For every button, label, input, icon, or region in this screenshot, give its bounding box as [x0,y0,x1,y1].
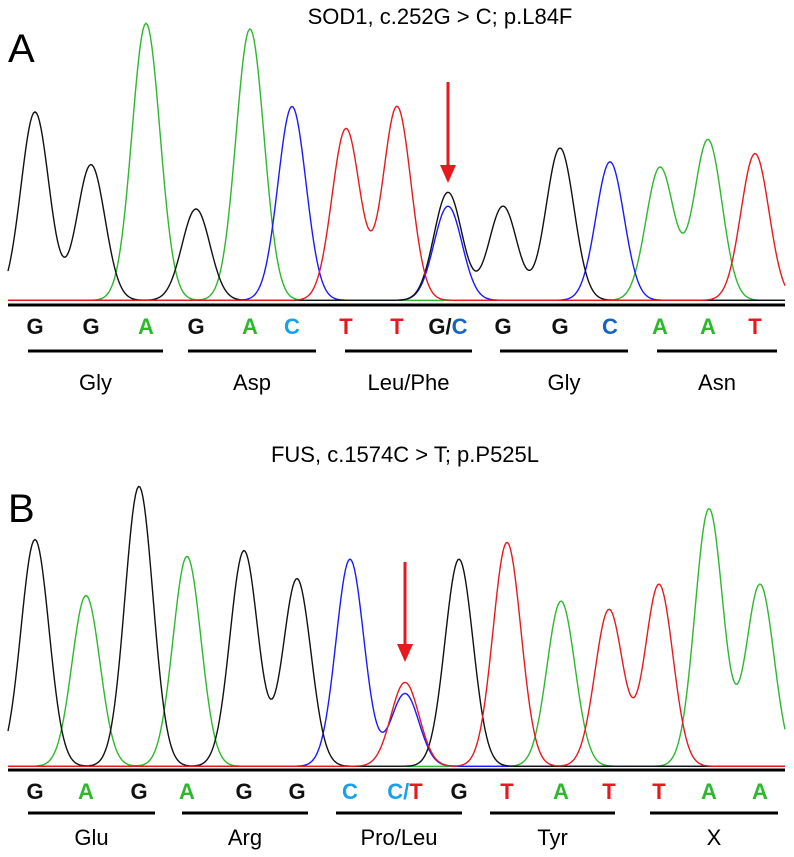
panel-title: SOD1, c.252G > C; p.L84F [308,4,573,29]
codon-label: Gly [79,370,112,395]
base-call-part: G [428,314,445,339]
codon-annotations: Glu Arg Pro/Leu Tyr X [28,811,778,850]
mutation-arrow [440,82,456,183]
base-call: A [700,314,716,339]
panel-a: A SOD1, c.252G > C; p.L84F G G A G A C T T G/C G G… [7,4,786,395]
base-call: A [242,314,258,339]
base-call: T [500,779,514,804]
codon-annotations: Gly Asp Leu/Phe Gly Asn [28,349,777,395]
base-call: T [748,314,762,339]
panel-letter: A [8,27,35,71]
panel-title: FUS, c.1574C > T; p.P525L [271,442,539,467]
base-call: G/C [428,314,467,339]
base-call: T [652,779,666,804]
base-call: G [187,314,204,339]
base-call: G [26,779,43,804]
base-call: G [551,314,568,339]
arrow-head [440,165,456,183]
base-call: G [450,779,467,804]
codon-label: Asp [233,370,271,395]
base-call: A [652,314,668,339]
base-call-part: C [387,779,403,804]
base-call: T [339,314,353,339]
trace-green [8,22,785,301]
base-call-part: T [409,779,423,804]
base-call-part: C [452,314,468,339]
base-call: G [288,779,305,804]
base-call: A [138,314,154,339]
codon-label: Pro/Leu [360,825,437,850]
base-call: C [342,779,358,804]
codon-label: Gly [548,370,581,395]
base-call: A [752,779,768,804]
base-call: G [26,314,43,339]
panel-b: B FUS, c.1574C > T; p.P525L G A G A G G C C/T G T… [7,442,786,850]
arrow-head [397,644,413,662]
codon-label: X [707,825,722,850]
base-call: A [179,779,195,804]
mutation-arrow [397,562,413,662]
trace-green [8,507,786,767]
codon-label: Tyr [537,825,568,850]
chromatogram-traces [7,22,786,301]
trace-black [7,111,785,301]
trace-red [8,105,786,301]
codon-label: Glu [74,825,108,850]
base-call: C [602,314,618,339]
trace-blue [8,105,785,301]
base-call: C [284,314,300,339]
base-call: C/T [387,779,423,804]
base-call: G [130,779,147,804]
chromatogram-traces [7,485,786,767]
panel-letter: B [8,487,35,531]
trace-black [7,485,785,767]
trace-red [8,541,785,767]
trace-blue [8,558,785,767]
base-calls: G A G A G G C C/T G T A T T A A [26,779,768,804]
base-call-part: / [403,779,409,804]
codon-label: Leu/Phe [368,370,450,395]
codon-label: Arg [228,825,262,850]
codon-label: Asn [698,370,736,395]
base-call: A [701,779,717,804]
base-call: T [390,314,404,339]
base-call: A [78,779,94,804]
base-call: A [553,779,569,804]
base-call: G [82,314,99,339]
base-call: G [235,779,252,804]
base-calls: G G A G A C T T G/C G G C A A T [26,314,762,339]
base-call: G [494,314,511,339]
base-call: T [602,779,616,804]
base-call-part: / [446,314,452,339]
